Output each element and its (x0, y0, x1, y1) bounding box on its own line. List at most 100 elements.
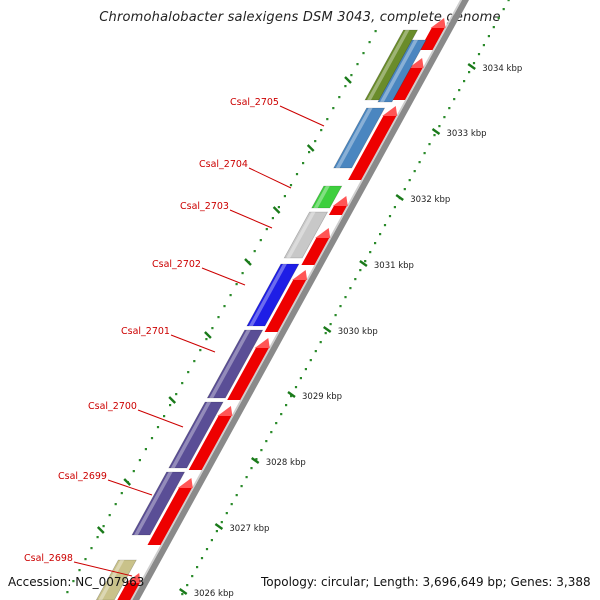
gene-label-g2699[interactable]: Csal_2699 (58, 471, 107, 482)
scale-dot (388, 215, 392, 218)
gene-box-g2706[interactable] (364, 29, 419, 101)
cds-feature (348, 116, 397, 180)
inner-track-dot (314, 140, 317, 143)
backbone-highlight (130, 0, 463, 600)
gene-box-g2699[interactable] (131, 471, 186, 536)
inner-track-dot (344, 85, 347, 88)
scale-dot (210, 539, 213, 542)
gene-box-g2705[interactable] (333, 107, 386, 169)
gene-box-shine (209, 330, 251, 398)
scale-dot (369, 251, 372, 254)
gene-box-g2701[interactable] (206, 329, 264, 399)
scale-dot (275, 422, 278, 425)
inner-track-dot (78, 569, 81, 572)
scale-dot (453, 98, 456, 101)
inner-track-dot (211, 327, 214, 330)
scale-dot (255, 458, 258, 461)
inner-track-dot (138, 459, 141, 462)
gene-label-leader (73, 561, 133, 577)
scale-dot (260, 449, 263, 452)
inner-track-dot (66, 591, 69, 594)
scale-dot (492, 26, 495, 29)
cds-feature (301, 238, 330, 265)
inner-track-dot (169, 404, 172, 407)
scale-dot (191, 575, 194, 578)
inner-track-dot (223, 305, 226, 308)
gene-box-g2702[interactable] (246, 263, 300, 327)
scale-dot (354, 278, 357, 281)
gene-box-shine (248, 264, 287, 326)
gene-label-g2703[interactable]: Csal_2703 (180, 201, 229, 212)
inner-track-dot (205, 338, 208, 341)
inner-track-dot (295, 173, 299, 176)
inner-track-dot (175, 393, 178, 396)
inner-track-dot (120, 492, 123, 495)
cds-feature (188, 416, 232, 470)
inner-track-dot (96, 536, 99, 539)
cds-arrow-tip (382, 106, 398, 116)
topology-text: Topology: circular; Length: 3,696,649 bp… (261, 575, 591, 589)
inner-track-dot (132, 470, 135, 473)
scale-dot (502, 8, 505, 11)
inner-track-dot (193, 360, 196, 363)
inner-track-dot (283, 195, 286, 198)
gene-label-g2701[interactable]: Csal_2701 (121, 326, 170, 337)
scale-dot (304, 368, 307, 371)
scale-tick (287, 391, 296, 398)
inner-track-dot (320, 129, 323, 132)
inner-track-tick (96, 526, 105, 534)
cds-arrow-tip (125, 573, 141, 583)
cds-arrow-tip (254, 338, 270, 348)
inner-track-dot (332, 107, 335, 110)
gene-box-g2704[interactable] (311, 185, 343, 209)
cds-feature (147, 488, 192, 545)
scale-dot (443, 116, 446, 119)
inner-track-dot (308, 151, 311, 154)
scale-dot (477, 53, 481, 56)
scale-tick-label: 3030 kbp (338, 327, 378, 337)
gene-box-g2703[interactable] (283, 211, 329, 259)
accession-text: Accession: NC_007963 (8, 575, 145, 589)
gene-box-g2698[interactable] (95, 559, 137, 600)
inner-track-dot (84, 558, 87, 561)
scale-dot (458, 89, 461, 92)
gene-label-g2698[interactable]: Csal_2698 (24, 553, 73, 564)
scale-tick-label: 3034 kbp (482, 64, 522, 74)
inner-track-tick (204, 331, 212, 339)
inner-track-dot (241, 272, 244, 275)
inner-track-dot (163, 415, 166, 418)
gene-label-leader (170, 334, 216, 353)
scale-dot (240, 485, 243, 488)
gene-label-g2700[interactable]: Csal_2700 (88, 401, 137, 412)
scale-dot (220, 521, 223, 524)
gene-box-shine (379, 40, 418, 102)
inner-track-dot (277, 206, 280, 209)
inner-track-dot (102, 525, 105, 528)
scale-tick (467, 63, 476, 70)
scale-dot (294, 386, 298, 389)
inner-track-tick (168, 396, 177, 404)
cds-feature (227, 348, 269, 400)
inner-track-dot (187, 371, 190, 374)
scale-tick-label: 3027 kbp (229, 524, 269, 534)
gene-box-g2707[interactable] (377, 39, 427, 103)
scale-dot (250, 467, 253, 470)
gene-box-shine (134, 472, 173, 535)
inner-track-dot (156, 426, 160, 429)
gene-label-g2704[interactable]: Csal_2704 (199, 159, 248, 170)
inner-track-dot (350, 74, 353, 77)
inner-track-dot (90, 547, 93, 550)
scale-tick (214, 523, 224, 530)
scale-dot (418, 161, 421, 164)
scale-dot (329, 323, 332, 326)
scale-dot (507, 0, 510, 2)
scale-dot (186, 584, 189, 587)
gene-box-g2700[interactable] (168, 401, 224, 469)
scale-track: 3026 kbp 3027 kbp 3028 kbp 3029 kbp 3030 kbp… (66, 0, 522, 599)
gene-label-g2705[interactable]: Csal_2705 (230, 97, 279, 108)
scale-dot (433, 134, 436, 137)
scale-tick-label: 3026 kbp (194, 589, 234, 599)
gene-label-g2702[interactable]: Csal_2702 (152, 259, 201, 270)
gene-label-leader (279, 105, 325, 127)
scale-tick (251, 457, 260, 464)
